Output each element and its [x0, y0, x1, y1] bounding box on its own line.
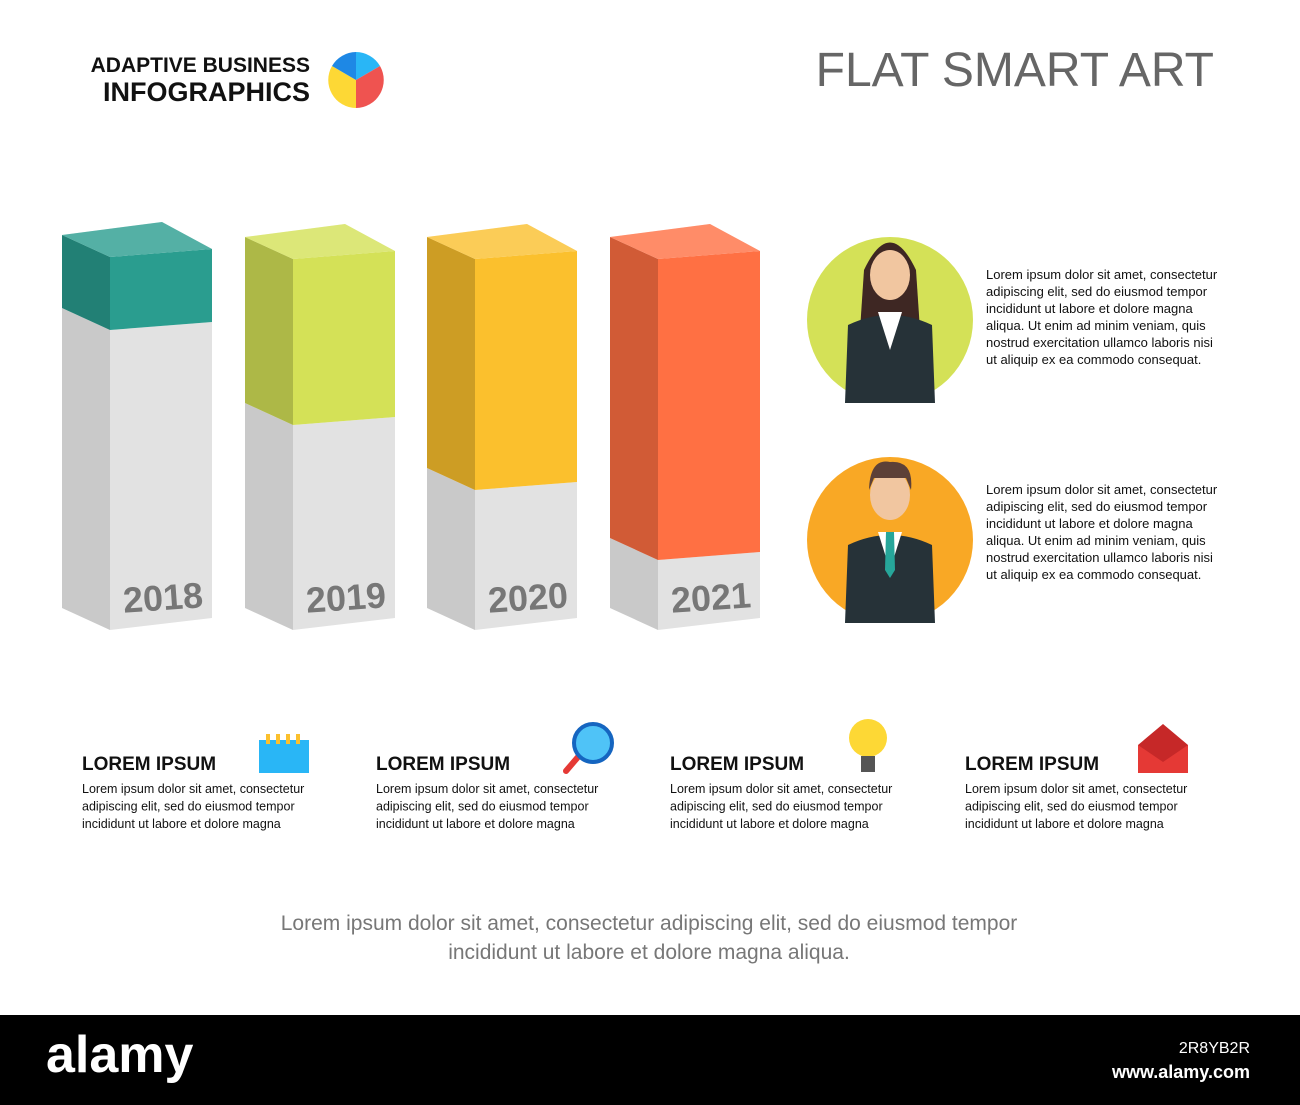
icon-envelope-flap: [1138, 724, 1188, 762]
info-item: LOREM IPSUM Lorem ipsum dolor sit amet, c…: [670, 754, 892, 831]
footer-text: incididunt ut labore et dolore magna ali…: [448, 941, 850, 964]
item-text: Lorem ipsum dolor sit amet, consectetur: [82, 782, 304, 796]
person-card: Lorem ipsum dolor sit amet, consectetur a…: [807, 237, 1218, 403]
info-item: LOREM IPSUM Lorem ipsum dolor sit amet, c…: [82, 754, 304, 831]
item-text: Lorem ipsum dolor sit amet, consectetur: [670, 782, 892, 796]
tie: [885, 532, 895, 578]
bar-front-color: [475, 251, 577, 490]
face: [870, 250, 910, 300]
person-text: incididunt ut labore et dolore magna: [986, 516, 1193, 531]
bar-year: 2018: [122, 574, 205, 620]
brand-logo: [328, 52, 384, 108]
icon-calendar-ring: [266, 734, 270, 744]
item-text: incididunt ut labore et dolore magna: [376, 817, 575, 831]
bar-side-shade: [427, 237, 475, 490]
bar-top: [62, 222, 212, 257]
item-title: LOREM IPSUM: [670, 754, 804, 775]
bar: 2018: [62, 222, 212, 630]
bar-top-light: [245, 224, 395, 259]
bar-side-shade: [610, 237, 658, 560]
bar: 2020: [427, 224, 577, 630]
bar-top: [427, 224, 577, 259]
bar: 2019: [245, 224, 395, 630]
icon-calendar-ring: [286, 734, 290, 744]
person-text: Lorem ipsum dolor sit amet, consectetur: [986, 482, 1218, 497]
item-text: adipiscing elit, sed do eiusmod tempor: [82, 800, 295, 814]
bar-year: 2021: [670, 574, 753, 620]
item-text: adipiscing elit, sed do eiusmod tempor: [376, 800, 589, 814]
bar: 2021: [610, 224, 760, 630]
item-text: Lorem ipsum dolor sit amet, consectetur: [376, 782, 598, 796]
item-text: adipiscing elit, sed do eiusmod tempor: [670, 800, 883, 814]
icon-calendar-ring: [276, 734, 280, 744]
item-text: incididunt ut labore et dolore magna: [965, 817, 1164, 831]
bar-front-color: [110, 249, 212, 330]
bar-side-color: [610, 237, 658, 560]
body: [845, 535, 935, 623]
person-text: incididunt ut labore et dolore magna: [986, 301, 1193, 316]
bar-side-color: [245, 237, 293, 425]
icon-magnifier: [572, 722, 614, 764]
brand-line1: ADAPTIVE BUSINESS: [91, 54, 310, 77]
bar-side-gray: [245, 403, 293, 630]
item-title: LOREM IPSUM: [965, 754, 1099, 775]
person-text: adipiscing elit, sed do eiusmod tempor: [986, 284, 1208, 299]
footer-text: Lorem ipsum dolor sit amet, consectetur …: [281, 912, 1018, 935]
person-text: Lorem ipsum dolor sit amet, consectetur: [986, 267, 1218, 282]
hair: [869, 461, 912, 490]
watermark-brand: alamy: [46, 1026, 194, 1084]
item-text: incididunt ut labore et dolore magna: [670, 817, 869, 831]
person-card: Lorem ipsum dolor sit amet, consectetur a…: [807, 457, 1218, 623]
bar-front-gray: [658, 552, 760, 630]
icon-magnifier-handle: [563, 754, 581, 774]
bar-top: [610, 224, 760, 259]
item-text: adipiscing elit, sed do eiusmod tempor: [965, 800, 1178, 814]
item-text: Lorem ipsum dolor sit amet, consectetur: [965, 782, 1187, 796]
bar-side-gray: [62, 308, 110, 630]
bar-front-color: [293, 251, 395, 425]
bar-side-gray: [610, 538, 658, 630]
bar-front-gray: [110, 322, 212, 630]
watermark-id: 2R8YB2R: [1179, 1040, 1250, 1057]
bar-side-shade: [245, 237, 293, 425]
person-text: ut aliquip ex ea commodo consequat.: [986, 352, 1201, 367]
page-title: FLAT SMART ART: [816, 44, 1214, 97]
person-text: nostrud exercitation ullamco laboris nis…: [986, 335, 1213, 350]
bar-year: 2020: [487, 574, 570, 620]
face: [870, 470, 910, 520]
person-text: adipiscing elit, sed do eiusmod tempor: [986, 499, 1208, 514]
icon-calendar-ring: [296, 734, 300, 744]
person-text: nostrud exercitation ullamco laboris nis…: [986, 550, 1213, 565]
bar-front-gray: [475, 482, 577, 630]
person-text: ut aliquip ex ea commodo consequat.: [986, 567, 1201, 582]
bar-side-shade: [62, 235, 110, 330]
item-text: incididunt ut labore et dolore magna: [82, 817, 281, 831]
watermark-band: [0, 1015, 1300, 1105]
icon-bulb-base: [861, 756, 875, 772]
bar-top-light: [427, 224, 577, 259]
info-item: LOREM IPSUM Lorem ipsum dolor sit amet, c…: [376, 754, 598, 831]
item-title: LOREM IPSUM: [82, 754, 216, 775]
icon-calendar: [259, 740, 309, 773]
bar-side-gray: [427, 468, 475, 630]
bar-year: 2019: [305, 574, 388, 620]
body: [845, 315, 935, 403]
bar-front-color: [658, 251, 760, 560]
bar-top-light: [62, 222, 212, 257]
info-item: LOREM IPSUM Lorem ipsum dolor sit amet, c…: [965, 754, 1187, 831]
bar-side-color: [427, 237, 475, 490]
person-text: aliqua. Ut enim ad minim veniam, quis: [986, 533, 1206, 548]
bar-top-light: [610, 224, 760, 259]
icon-bulb: [849, 719, 887, 757]
icons: [259, 719, 1188, 774]
bar-side-color: [62, 235, 110, 330]
brand-line2: INFOGRAPHICS: [103, 77, 310, 107]
person-text: aliqua. Ut enim ad minim veniam, quis: [986, 318, 1206, 333]
watermark-site: www.alamy.com: [1111, 1062, 1250, 1082]
bar-front-gray: [293, 417, 395, 630]
bar-top: [245, 224, 395, 259]
item-title: LOREM IPSUM: [376, 754, 510, 775]
shirt: [878, 312, 902, 350]
